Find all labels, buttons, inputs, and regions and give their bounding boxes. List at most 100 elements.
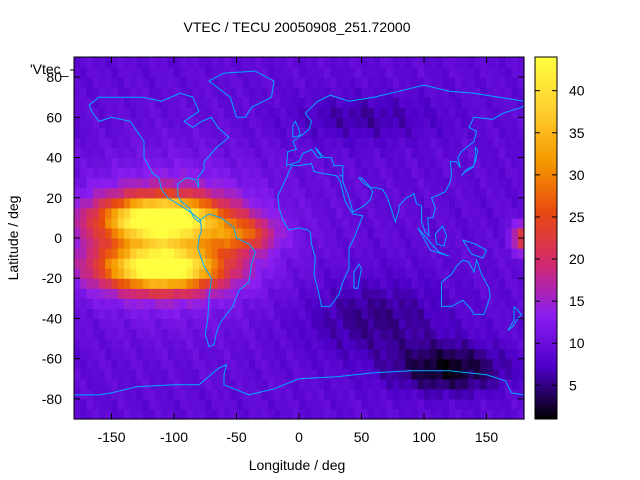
heatmap-cell — [142, 378, 150, 390]
heatmap-cell — [317, 87, 325, 98]
heatmap-cell — [174, 308, 181, 320]
heatmap-cell — [280, 207, 288, 219]
heatmap-cell — [205, 107, 213, 118]
heatmap-cell — [80, 298, 88, 309]
heatmap-cell — [374, 147, 381, 159]
heatmap-cell — [330, 87, 338, 98]
heatmap-cell — [74, 248, 81, 259]
heatmap-cell — [505, 97, 513, 108]
heatmap-cell — [367, 197, 375, 209]
heatmap-cell — [105, 278, 113, 289]
heatmap-cell — [205, 308, 213, 320]
heatmap-cell — [436, 348, 444, 360]
heatmap-cell — [436, 187, 444, 199]
heatmap-cell — [74, 137, 81, 149]
heatmap-cell — [380, 217, 388, 229]
heatmap-cell — [380, 408, 388, 420]
heatmap-cell — [299, 298, 306, 309]
heatmap-cell — [317, 67, 325, 78]
heatmap-cell — [317, 308, 325, 320]
heatmap-cell — [480, 248, 488, 259]
heatmap-cell — [505, 398, 513, 410]
heatmap-cell — [167, 298, 175, 309]
heatmap-cell — [124, 97, 131, 108]
heatmap-cell — [505, 147, 513, 159]
heatmap-cell — [517, 338, 525, 350]
heatmap-cell — [124, 378, 131, 390]
heatmap-cell — [486, 187, 494, 199]
x-axis-label: Longitude / deg — [249, 457, 346, 473]
heatmap-cell — [161, 197, 169, 209]
heatmap-cell — [74, 77, 81, 88]
heatmap-cell — [367, 57, 375, 68]
heatmap-cell — [424, 248, 431, 259]
heatmap-cell — [111, 268, 119, 279]
heatmap-cell — [442, 278, 450, 289]
heatmap-cell — [161, 137, 169, 149]
heatmap-cell — [355, 398, 363, 410]
heatmap-cell — [492, 378, 500, 390]
heatmap-cell — [180, 147, 188, 159]
heatmap-cell — [80, 217, 88, 229]
heatmap-cell — [205, 217, 213, 229]
heatmap-cell — [255, 87, 263, 98]
heatmap-cell — [242, 147, 250, 159]
heatmap-cell — [342, 368, 350, 380]
heatmap-cell — [292, 248, 300, 259]
heatmap-cell — [124, 227, 131, 239]
heatmap-cell — [374, 348, 381, 360]
heatmap-cell — [424, 57, 431, 68]
heatmap-cell — [274, 258, 281, 269]
heatmap-cell — [449, 278, 456, 289]
heatmap-cell — [505, 338, 513, 350]
heatmap-cell — [255, 238, 263, 249]
heatmap-cell — [311, 308, 319, 320]
heatmap-cell — [342, 127, 350, 139]
heatmap-cell — [230, 97, 238, 108]
heatmap-cell — [74, 268, 81, 279]
heatmap-cell — [392, 328, 400, 340]
heatmap-cell — [130, 248, 138, 259]
heatmap-cell — [267, 87, 275, 98]
heatmap-cell — [492, 227, 500, 239]
heatmap-cell — [105, 328, 113, 340]
heatmap-cell — [386, 167, 394, 179]
heatmap-cell — [80, 87, 88, 98]
heatmap-cell — [242, 177, 250, 189]
heatmap-cell — [136, 107, 144, 118]
heatmap-cell — [249, 207, 256, 219]
heatmap-cell — [292, 368, 300, 380]
heatmap-cell — [411, 157, 419, 169]
heatmap-cell — [92, 87, 100, 98]
heatmap-cell — [292, 177, 300, 189]
heatmap-cell — [99, 278, 106, 289]
heatmap-cell — [111, 248, 119, 259]
heatmap-cell — [286, 147, 294, 159]
heatmap-cell — [261, 318, 269, 330]
heatmap-cell — [236, 157, 244, 169]
heatmap-cell — [292, 298, 300, 309]
heatmap-cell — [324, 137, 331, 149]
heatmap-cell — [336, 388, 344, 400]
heatmap-cell — [505, 318, 513, 330]
heatmap-cell — [436, 388, 444, 400]
heatmap-cell — [355, 197, 363, 209]
heatmap-cell — [280, 368, 288, 380]
heatmap-cell — [361, 308, 369, 320]
heatmap-cell — [317, 378, 325, 390]
heatmap-cell — [424, 107, 431, 118]
heatmap-cell — [367, 298, 375, 309]
heatmap-cell — [111, 97, 119, 108]
heatmap-cell — [424, 238, 431, 249]
heatmap-cell — [442, 187, 450, 199]
heatmap-cell — [261, 107, 269, 118]
heatmap-cell — [292, 378, 300, 390]
heatmap-cell — [305, 167, 313, 179]
heatmap-cell — [405, 398, 413, 410]
heatmap-cell — [449, 398, 456, 410]
heatmap-cell — [149, 117, 156, 128]
heatmap-cell — [211, 167, 219, 179]
legend-label: 'Vtec_ — [30, 61, 69, 77]
heatmap-cell — [430, 278, 438, 289]
heatmap-cell — [505, 67, 513, 78]
